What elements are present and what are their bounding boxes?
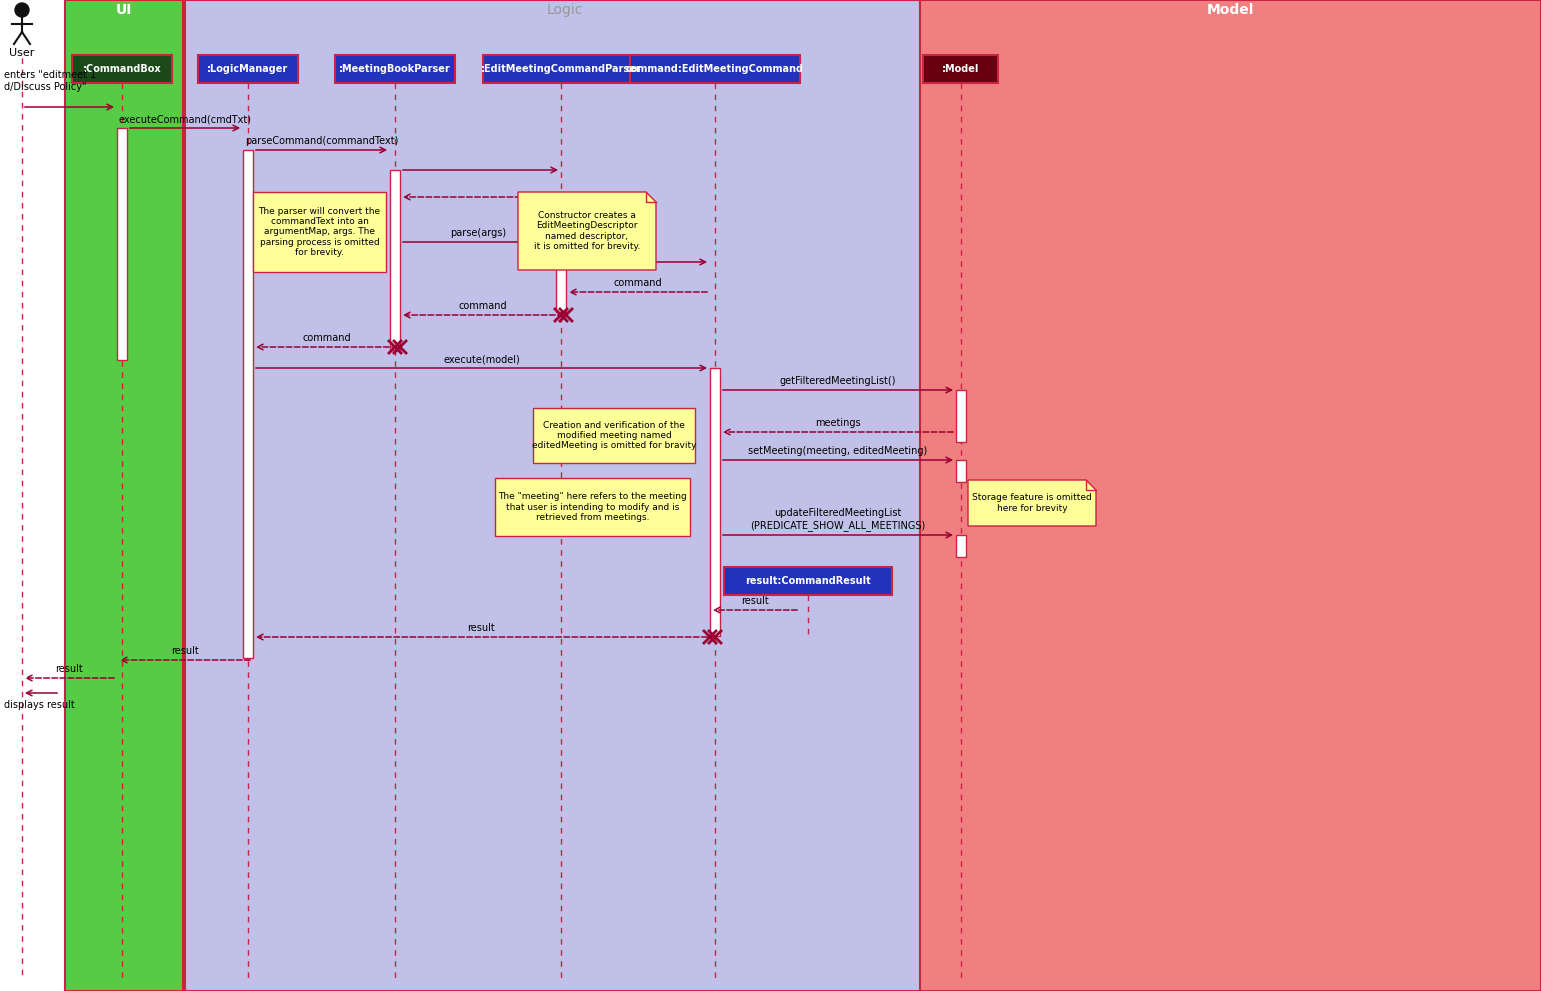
Bar <box>253 192 385 272</box>
Text: execute(model): execute(model) <box>444 354 519 364</box>
Bar <box>185 0 945 991</box>
Text: result: result <box>55 664 83 674</box>
Bar <box>923 55 999 83</box>
Text: :EditMeetingCommandParser: :EditMeetingCommandParser <box>481 64 641 74</box>
Text: updateFilteredMeetingList
(PREDICATE_SHOW_ALL_MEETINGS): updateFilteredMeetingList (PREDICATE_SHO… <box>750 508 926 531</box>
Bar <box>710 368 720 636</box>
Text: command:EditMeetingCommand: command:EditMeetingCommand <box>626 64 804 74</box>
Text: executeCommand(cmdTxt): executeCommand(cmdTxt) <box>119 114 251 124</box>
Bar <box>533 408 695 463</box>
Text: command: command <box>302 333 351 343</box>
Bar <box>955 535 966 557</box>
Bar <box>630 55 800 83</box>
Text: result:CommandResult: result:CommandResult <box>746 576 871 586</box>
Text: command: command <box>613 278 663 288</box>
Text: Constructor creates a
EditMeetingDescriptor
named descriptor,
it is omitted for : Constructor creates a EditMeetingDescrip… <box>533 211 640 251</box>
Text: enters "editmeet 1: enters "editmeet 1 <box>5 70 96 80</box>
Text: :LogicManager: :LogicManager <box>208 64 288 74</box>
Text: :MeetingBookParser: :MeetingBookParser <box>339 64 452 74</box>
Text: displays result: displays result <box>5 700 76 710</box>
Text: setMeeting(meeting, editedMeeting): setMeeting(meeting, editedMeeting) <box>749 446 928 456</box>
Text: command: command <box>459 301 507 311</box>
Text: Logic: Logic <box>547 3 582 17</box>
Bar <box>334 55 455 83</box>
Bar <box>72 55 173 83</box>
Bar <box>484 55 638 83</box>
Bar <box>556 242 566 312</box>
Text: parseCommand(commandText): parseCommand(commandText) <box>245 136 398 146</box>
Bar <box>955 460 966 482</box>
Text: meetings: meetings <box>815 418 861 428</box>
Text: getFilteredMeetingList(): getFilteredMeetingList() <box>780 376 897 386</box>
Text: Model: Model <box>1207 3 1254 17</box>
Bar <box>197 55 297 83</box>
Text: :Model: :Model <box>942 64 980 74</box>
Text: result: result <box>171 646 199 656</box>
Polygon shape <box>968 480 1096 526</box>
Text: User: User <box>9 48 35 58</box>
Bar <box>955 390 966 442</box>
Text: The parser will convert the
commandText into an
argumentMap, args. The
parsing p: The parser will convert the commandText … <box>259 207 381 258</box>
Text: :CommandBox: :CommandBox <box>83 64 162 74</box>
Bar <box>65 0 183 991</box>
Text: d/Discuss Policy": d/Discuss Policy" <box>5 82 86 92</box>
Bar <box>724 567 892 595</box>
Text: Creation and verification of the
modified meeting named
editedMeeting is omitted: Creation and verification of the modifie… <box>532 420 697 450</box>
Bar <box>390 170 401 350</box>
Text: The "meeting" here refers to the meeting
that user is intending to modify and is: The "meeting" here refers to the meeting… <box>498 493 687 522</box>
Bar <box>243 150 253 658</box>
Text: Storage feature is omitted
here for brevity: Storage feature is omitted here for brev… <box>972 494 1093 512</box>
Text: UI: UI <box>116 3 133 17</box>
Bar <box>117 128 126 360</box>
Text: result: result <box>467 623 495 633</box>
Bar <box>920 0 1541 991</box>
Circle shape <box>15 3 29 17</box>
Text: result: result <box>741 596 769 606</box>
Bar <box>495 478 690 536</box>
Text: parse(args): parse(args) <box>450 228 505 238</box>
Polygon shape <box>518 192 656 270</box>
